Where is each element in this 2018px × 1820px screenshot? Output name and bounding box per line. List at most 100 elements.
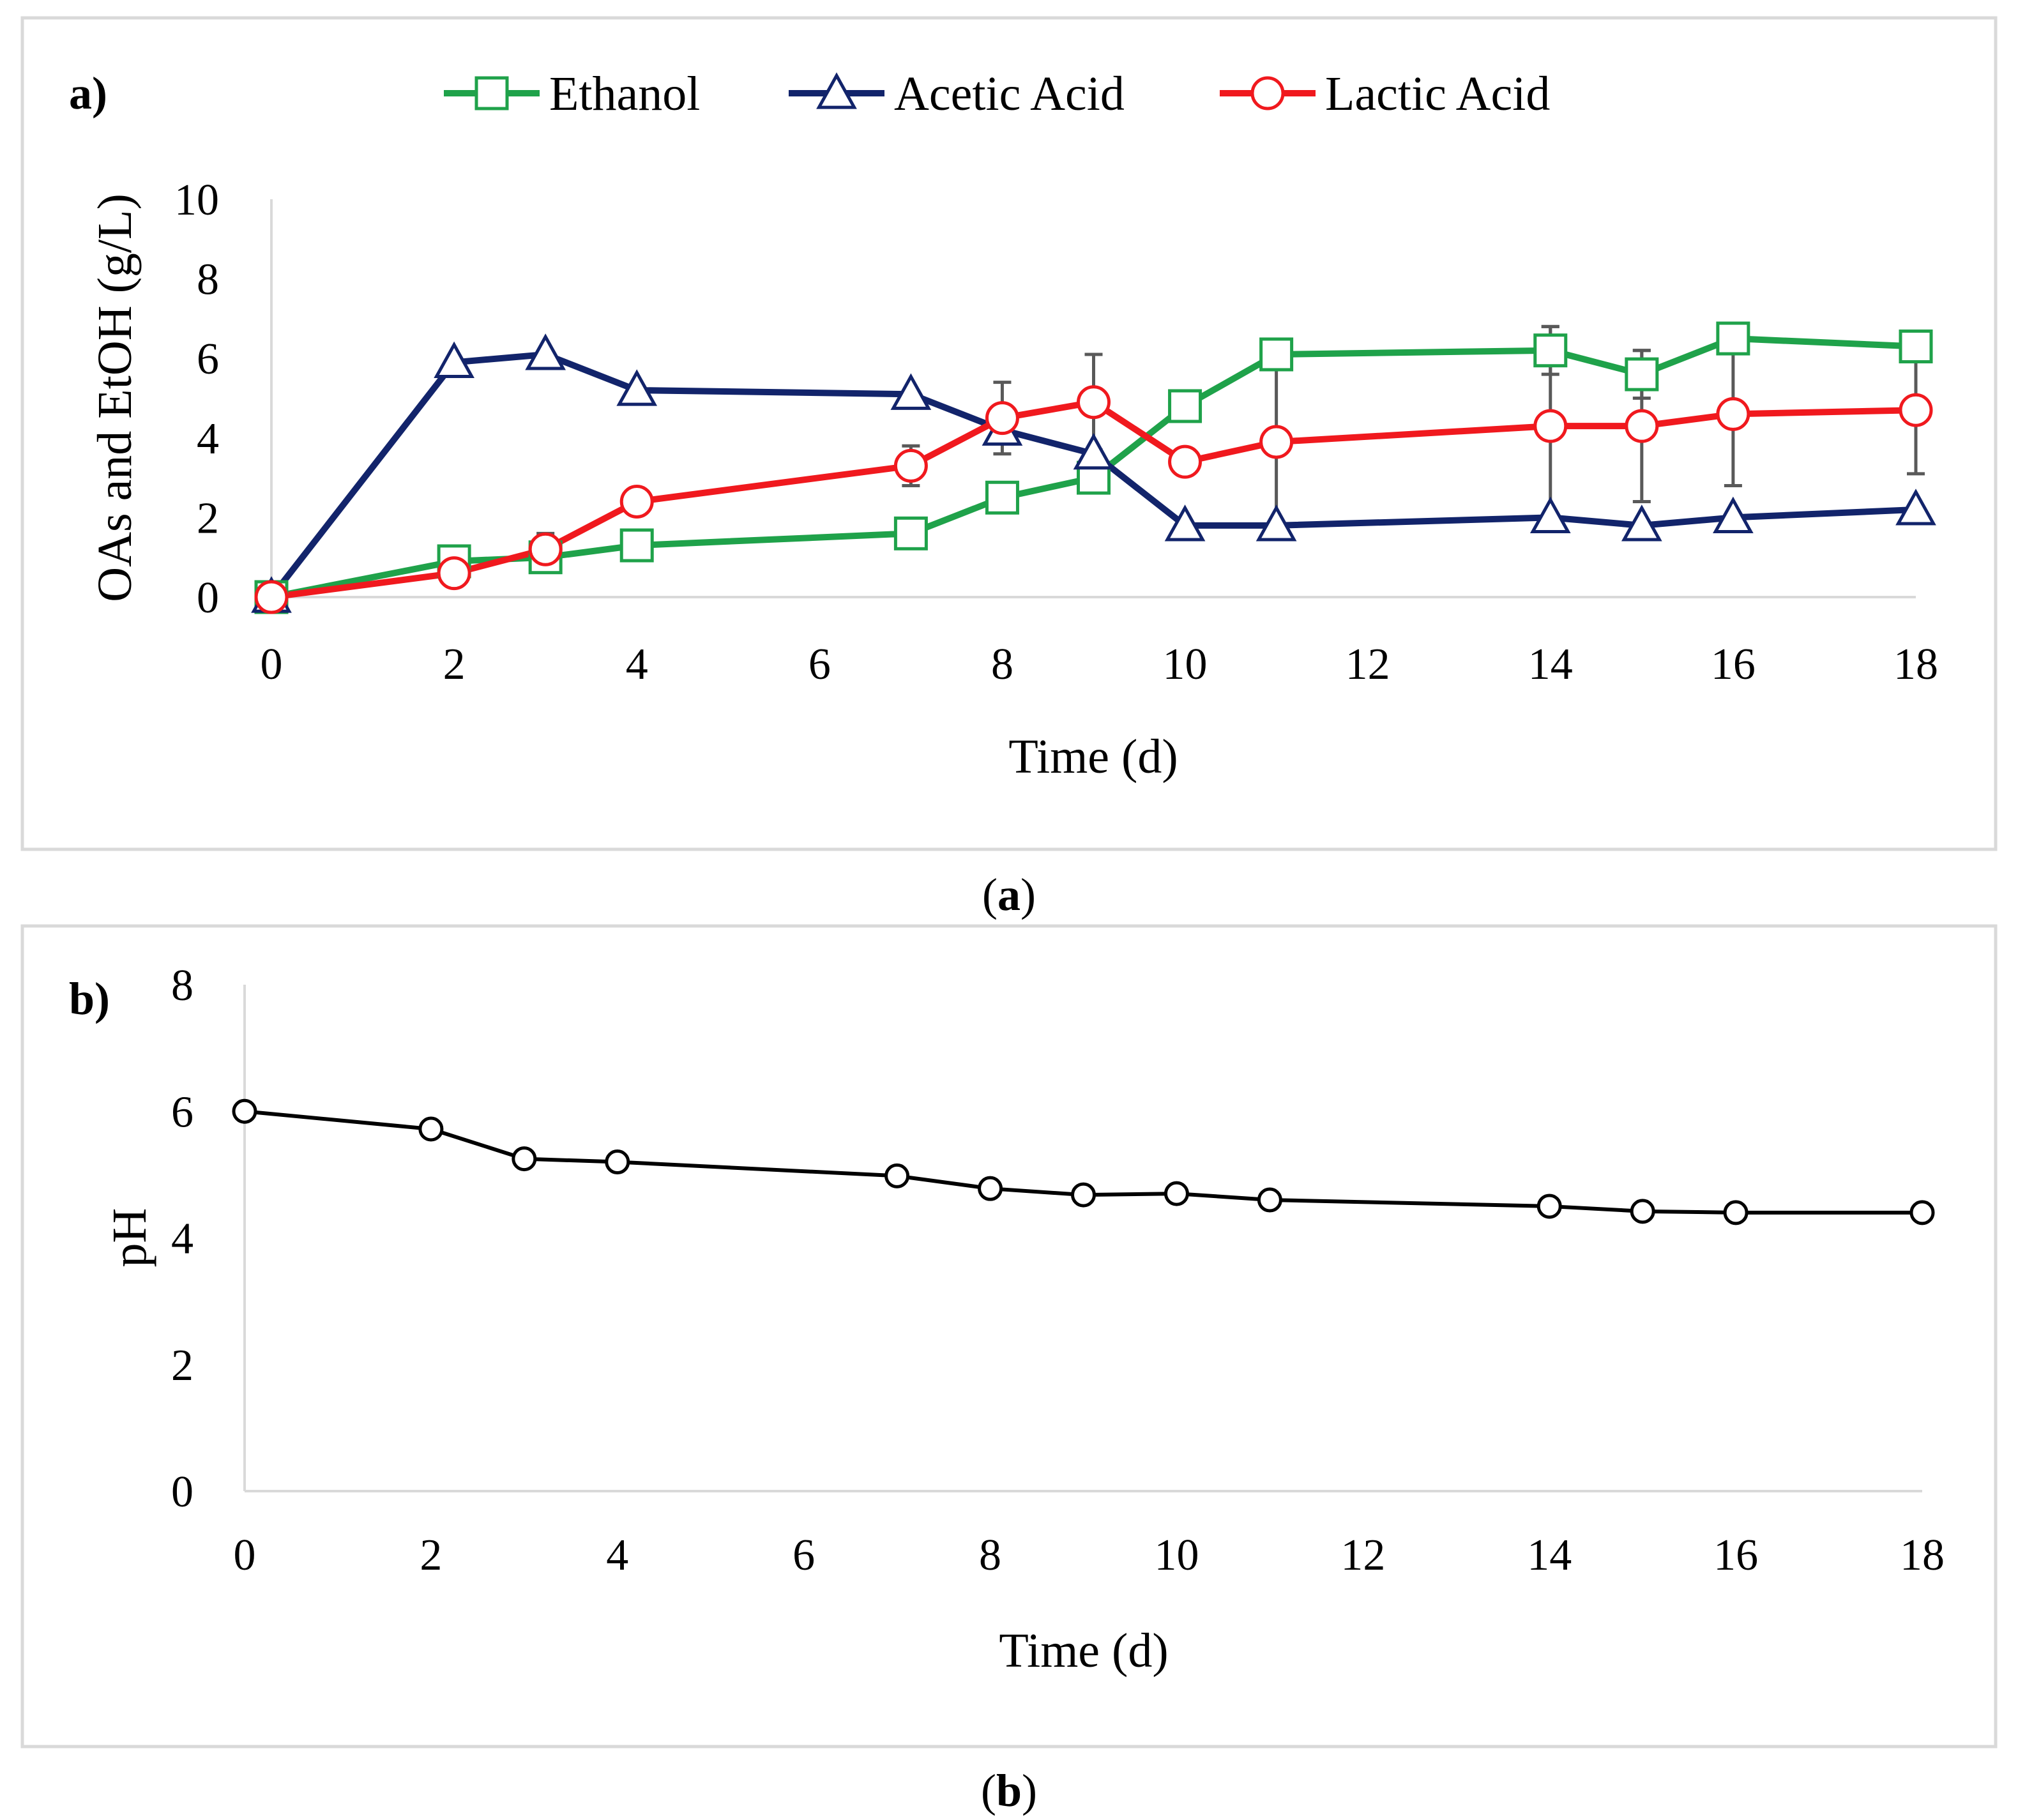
lactic-acid-point (1625, 409, 1659, 443)
ethanol-point (1259, 337, 1294, 372)
ph-point (978, 1176, 1003, 1201)
panel-b-markers (232, 1098, 1935, 1225)
panel-a-x-tick-label: 6 (808, 640, 831, 689)
acetic-acid-point (434, 341, 474, 379)
ph-point (605, 1149, 630, 1175)
ph-point (512, 1146, 537, 1172)
acetic-acid-point (1713, 496, 1754, 533)
acetic-acid-point (1073, 432, 1114, 470)
ethanol-point (1716, 321, 1750, 356)
ph-point (232, 1098, 257, 1124)
ph-point (1257, 1187, 1282, 1213)
panel-a-x-tick-label: 8 (991, 640, 1013, 689)
panel-a-y-tick-label: 6 (197, 335, 219, 384)
panel-b-caption: (b) (981, 1765, 1037, 1816)
lactic-acid-point (1168, 444, 1202, 479)
lactic-acid-point (1899, 393, 1933, 427)
panel-b-x-tick-label: 8 (979, 1531, 1001, 1580)
panel-b-x-ticks: 0 2 4 6 8 10 12 14 16 18 (234, 1531, 1945, 1580)
acetic-acid-point (616, 369, 658, 406)
panel-a-x-ticks: 0 2 4 6 8 10 12 14 16 18 (261, 640, 1939, 689)
panel-a-x-tick-label: 16 (1711, 640, 1756, 689)
lactic-acid-point (437, 556, 471, 591)
panel-b-y-tick-label: 2 (171, 1341, 193, 1390)
acetic-acid-point (1895, 489, 1936, 526)
acetic-acid-point (525, 333, 566, 370)
ph-point (1630, 1199, 1655, 1224)
ph-point (884, 1163, 910, 1188)
panel-a-y-axis-label: OAs and EtOH (g/L) (88, 193, 142, 602)
panel-a: a) Ethanol Acetic Acid Lactic Acid 0 2 4 6 8 10… (20, 16, 1998, 851)
lactic-acid-point (619, 484, 654, 519)
panel-a-x-tick-label: 12 (1346, 640, 1390, 689)
panel-a-x-tick-label: 10 (1163, 640, 1208, 689)
lactic-acid-point (1716, 397, 1750, 431)
panel-b-x-tick-label: 0 (234, 1531, 256, 1580)
acetic-acid-point (1529, 496, 1571, 533)
panel-a-x-tick-label: 18 (1893, 640, 1938, 689)
legend-lactic-acid-label: Lactic Acid (1325, 67, 1550, 121)
panel-a-legend: Ethanol Acetic Acid Lactic Acid (444, 67, 1550, 121)
panel-b-frame (20, 924, 1998, 1748)
ph-point (1164, 1181, 1189, 1206)
ethanol-point (1899, 330, 1933, 364)
lactic-acid-point (254, 580, 289, 614)
ph-point (1071, 1182, 1096, 1208)
ethanol-point (619, 528, 654, 563)
panel-a-caption-letter: a (998, 869, 1020, 920)
legend-acetic-acid-label: Acetic Acid (894, 67, 1125, 121)
lactic-acid-point (1533, 409, 1568, 443)
panel-a-y-tick-label: 0 (197, 573, 219, 623)
lactic-acid-point (1259, 425, 1294, 459)
panel-a-y-tick-label: 10 (174, 176, 219, 225)
panel-b-x-tick-label: 14 (1527, 1531, 1572, 1580)
panel-b-x-tick-label: 10 (1154, 1531, 1199, 1580)
panel-a-y-ticks: 0 2 4 6 8 10 (174, 176, 219, 623)
ethanol-point (893, 516, 928, 550)
panel-b-y-axis-label: pH (103, 1208, 156, 1268)
lactic-acid-point (985, 401, 1019, 436)
panel-b: b) 0 2 4 6 8 0 2 4 6 8 10 12 14 16 18 pH Time (d) (20, 924, 1998, 1748)
panel-b-x-tick-label: 6 (793, 1531, 815, 1580)
panel-a-x-axis-label: Time (d) (1008, 730, 1178, 784)
ph-point (1909, 1200, 1935, 1225)
acetic-acid-point (1621, 504, 1662, 542)
ph-point (1536, 1194, 1562, 1219)
legend-ethanol-marker (474, 76, 509, 110)
panel-b-label: b) (69, 973, 110, 1024)
panel-b-y-tick-label: 4 (171, 1215, 193, 1264)
panel-a-y-tick-label: 2 (197, 494, 219, 543)
lactic-acid-point (528, 532, 563, 566)
legend-ethanol-label: Ethanol (549, 67, 700, 121)
panel-b-x-tick-label: 16 (1713, 1531, 1758, 1580)
ph-point (1723, 1200, 1749, 1225)
lactic-acid-point (893, 448, 928, 483)
ph-point (418, 1116, 444, 1142)
panel-b-x-tick-label: 12 (1340, 1531, 1385, 1580)
ethanol-point (1168, 389, 1202, 423)
panel-b-x-tick-label: 4 (606, 1531, 628, 1580)
lactic-acid-point (1077, 385, 1111, 420)
panel-a-y-tick-label: 4 (197, 414, 219, 464)
ethanol-point (985, 480, 1019, 515)
panel-a-caption: (a) (982, 869, 1036, 920)
panel-b-x-tick-label: 18 (1900, 1531, 1945, 1580)
legend-acetic-acid-marker (816, 72, 857, 109)
panel-a-x-tick-label: 2 (443, 640, 466, 689)
panel-b-caption-letter: b (996, 1765, 1022, 1816)
panel-a-markers (251, 321, 1936, 614)
panel-a-x-tick-label: 0 (261, 640, 283, 689)
panel-b-x-axis-label: Time (d) (999, 1624, 1168, 1678)
panel-a-label: a) (69, 68, 107, 119)
acetic-acid-point (1164, 504, 1206, 542)
acetic-acid-point (890, 373, 932, 410)
panel-a-y-tick-label: 8 (197, 255, 219, 305)
panel-a-x-tick-label: 4 (626, 640, 648, 689)
legend-lactic-acid-marker (1250, 76, 1285, 110)
panel-a-x-tick-label: 14 (1528, 640, 1573, 689)
panel-b-y-ticks: 0 2 4 6 8 (171, 961, 193, 1517)
panel-b-y-tick-label: 0 (171, 1467, 193, 1517)
panel-b-y-tick-label: 8 (171, 961, 193, 1010)
ethanol-point (1625, 357, 1659, 391)
